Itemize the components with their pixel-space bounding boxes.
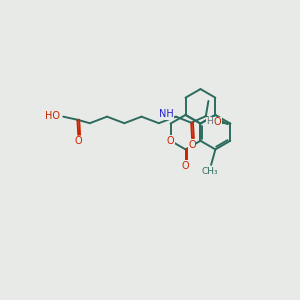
Text: O: O [214,117,221,128]
Text: H: H [206,117,213,126]
Text: O: O [74,136,82,146]
Text: CH₃: CH₃ [201,167,218,176]
Text: O: O [167,136,174,146]
Text: O: O [182,160,189,170]
Text: NH: NH [159,109,174,119]
Text: O: O [188,140,196,150]
Text: HO: HO [45,111,60,121]
